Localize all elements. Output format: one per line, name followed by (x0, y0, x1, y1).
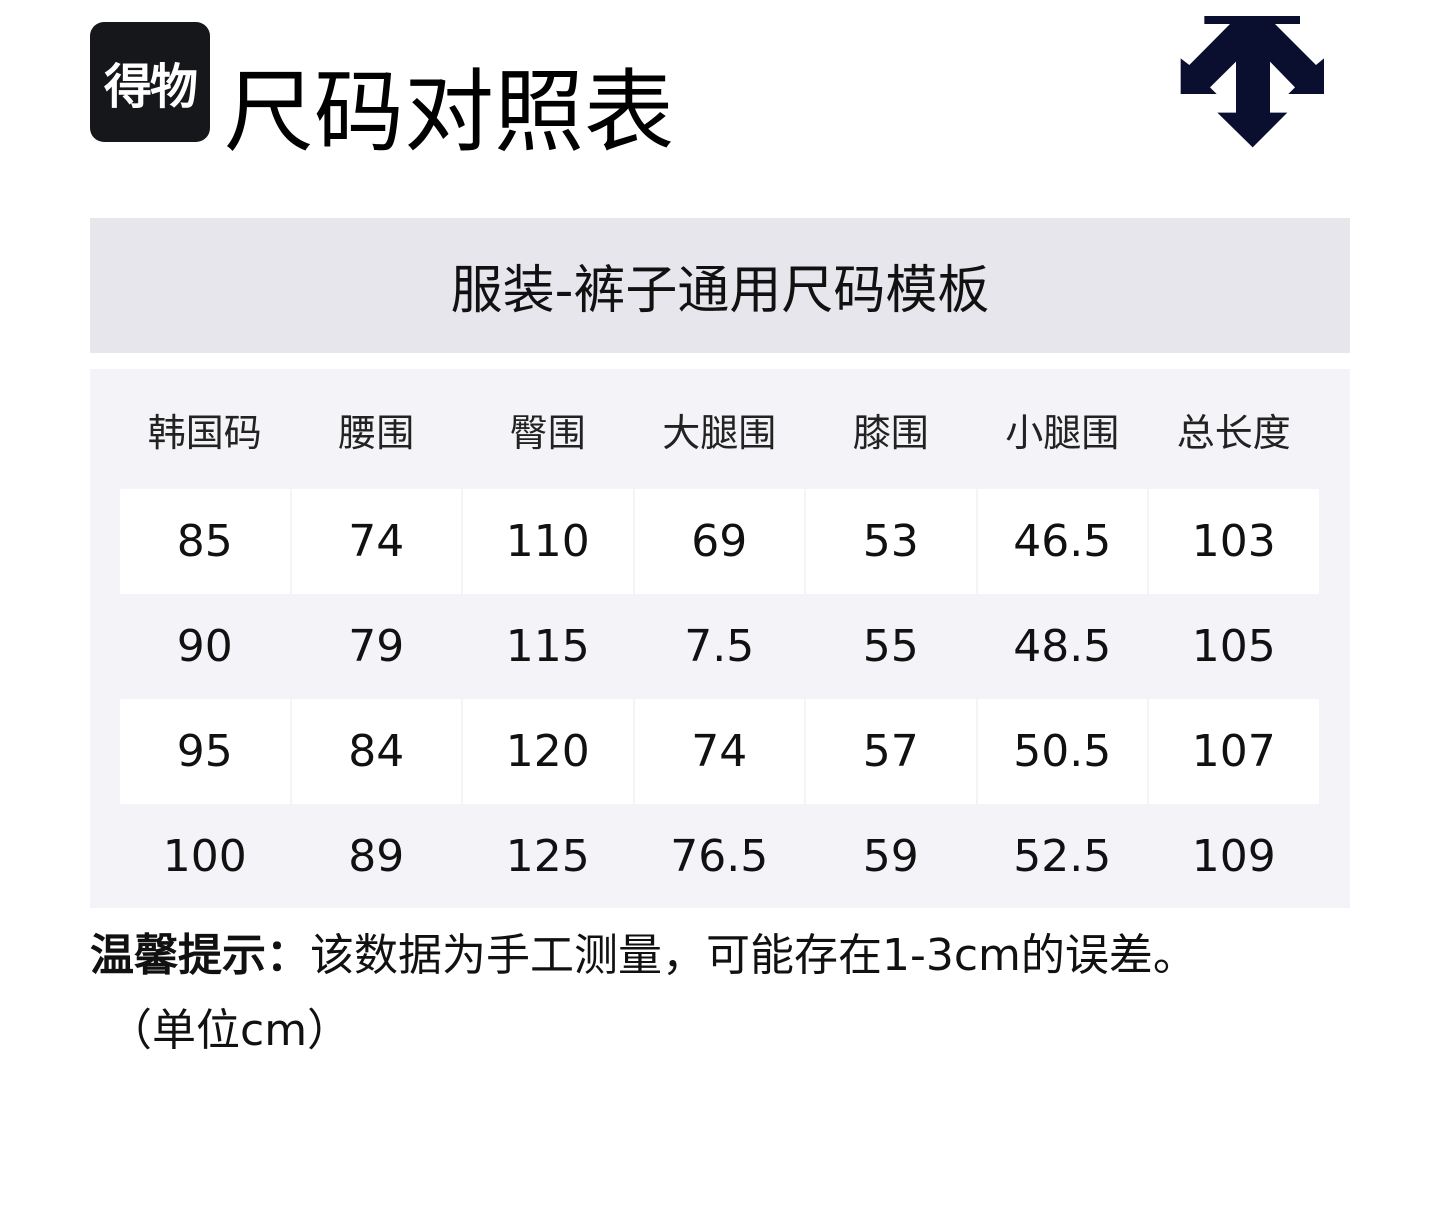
table-cell: 48.5 (1013, 621, 1112, 672)
tip-label: 温馨提示： (90, 930, 310, 981)
table-cell: 57 (806, 699, 976, 804)
table-cell: 100 (162, 831, 247, 882)
table-cell: 7.5 (684, 621, 755, 672)
unit-note: （单位cm） (108, 1005, 352, 1056)
table-header-row: 韩国码 腰围 臀围 大腿围 膝围 小腿围 总长度 (120, 369, 1319, 489)
column-header: 大腿围 (662, 410, 777, 455)
table-row: 90 79 115 7.5 55 48.5 105 (120, 594, 1319, 699)
tip-note: 温馨提示：该数据为手工测量，可能存在1-3cm的误差。 (90, 925, 1197, 987)
table-cell: 107 (1149, 699, 1319, 804)
column-header: 膝围 (852, 410, 929, 455)
column-header: 总长度 (1176, 410, 1291, 455)
table-cell: 85 (120, 489, 290, 594)
table-cell: 59 (862, 831, 919, 882)
app-badge: 得物 (90, 22, 210, 142)
tip-text: 该数据为手工测量，可能存在1-3cm的误差。 (310, 930, 1197, 981)
table-cell: 50.5 (977, 699, 1147, 804)
table-cell: 55 (862, 621, 919, 672)
table-cell: 110 (463, 489, 633, 594)
page-title: 尺码对照表 (224, 60, 674, 165)
table-title: 服装-裤子通用尺码模板 (450, 261, 990, 321)
table-cell: 105 (1191, 621, 1276, 672)
table-cell: 74 (291, 489, 461, 594)
table-cell: 103 (1149, 489, 1319, 594)
table-cell: 46.5 (977, 489, 1147, 594)
table-cell: 95 (120, 699, 290, 804)
table-cell: 69 (634, 489, 804, 594)
table-cell: 120 (463, 699, 633, 804)
table-cell: 52.5 (1013, 831, 1112, 882)
table-cell: 109 (1191, 831, 1276, 882)
table-title-band: 服装-裤子通用尺码模板 (90, 218, 1350, 353)
size-table: 韩国码 腰围 臀围 大腿围 膝围 小腿围 总长度 85 74 110 69 53 46.5… (90, 369, 1350, 908)
column-header: 小腿围 (1005, 410, 1120, 455)
table-cell: 84 (291, 699, 461, 804)
table-cell: 79 (348, 621, 405, 672)
table-cell: 125 (505, 831, 590, 882)
table-cell: 90 (176, 621, 233, 672)
table-cell: 76.5 (670, 831, 769, 882)
table-row: 100 89 125 76.5 59 52.5 109 (120, 804, 1319, 909)
column-header: 臀围 (509, 410, 586, 455)
table-cell: 89 (348, 831, 405, 882)
table-cell: 53 (806, 489, 976, 594)
brand-logo-icon (1180, 16, 1324, 148)
table-cell: 74 (634, 699, 804, 804)
table-row: 95 84 120 74 57 50.5 107 (120, 699, 1319, 804)
table-row: 85 74 110 69 53 46.5 103 (120, 489, 1319, 594)
column-header: 腰围 (338, 410, 415, 455)
badge-text: 得物 (103, 59, 198, 115)
table-cell: 115 (505, 621, 590, 672)
column-header: 韩国码 (147, 410, 262, 455)
